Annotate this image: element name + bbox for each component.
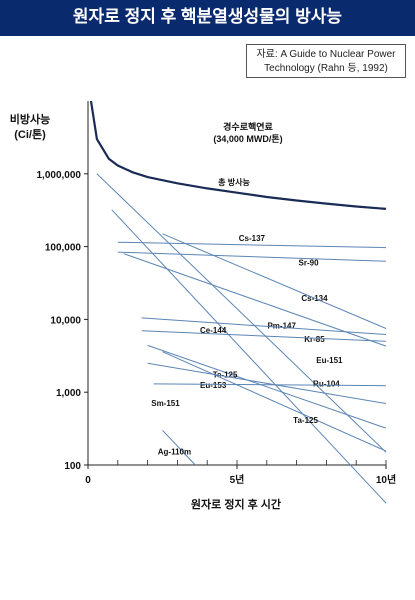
title-bar (0, 0, 415, 36)
series-label-sm-151: Sm-151 (151, 399, 180, 408)
y-axis-label-line-2: (Ci/톤) (14, 128, 46, 141)
source-note: 자료: A Guide to Nuclear Power Technology … (246, 44, 406, 78)
y-tick-label: 100,000 (45, 243, 82, 254)
series-line-total (89, 100, 387, 210)
series-label-cs-137: Cs-137 (239, 234, 266, 243)
series-label-total: 총 방사능 (218, 177, 250, 187)
fuel-label-line-1: 경수로핵연료 (223, 121, 273, 132)
series-label-eu-151: Eu-151 (316, 356, 343, 365)
fuel-label: 경수로핵연료 (34,000 MWD/톤) (213, 121, 282, 144)
series-line-eu-153 (147, 362, 387, 404)
series-label-te-125: Te-125 (213, 370, 238, 379)
series-line-ag-110m (162, 429, 196, 466)
series-line-cs-137 (117, 241, 387, 249)
y-tick-label: 10,000 (50, 315, 81, 326)
series-label-ce-144: Ce-144 (200, 326, 227, 335)
source-note-line-2: Technology (Rahn 등, 1992) (264, 63, 388, 74)
series-label-eu-153: Eu-153 (200, 381, 227, 390)
y-axis-label-line-1: 비방사능 (10, 112, 50, 126)
y-tick-label: 1,000,000 (37, 170, 82, 181)
series-label-kr-85: Kr-85 (304, 335, 325, 344)
series-line-sr-90 (117, 251, 387, 262)
series-line-kr-85 (141, 317, 387, 335)
x-axis-label: 원자로 정지 후 시간 (191, 497, 281, 511)
series-line-eu-151 (141, 330, 387, 342)
series-line-te-125 (147, 344, 387, 429)
y-tick-label: 1,000 (56, 388, 81, 399)
series-line-ce-144 (111, 209, 387, 504)
series-label-ru-104: Ru-104 (313, 379, 340, 388)
series-label-ta-125: Ta-125 (293, 416, 318, 425)
page-title: 원자로 정지 후 핵분열생성물의 방사능 (72, 7, 343, 26)
x-tick-label: 5년 (230, 473, 245, 486)
source-note-line-1: 자료: A Guide to Nuclear Power (256, 49, 396, 60)
series-line-ru-104 (96, 173, 387, 453)
x-tick-label: 0 (85, 475, 91, 486)
series-label-pm-147: Pm-147 (267, 321, 296, 330)
y-tick-label: 100 (64, 461, 81, 472)
series-label-ag-110m: Ag-110m (158, 447, 191, 456)
series-label-sr-90: Sr-90 (299, 259, 320, 268)
x-tick-label: 10년 (376, 473, 396, 486)
series-line-ta-125 (162, 351, 387, 452)
fuel-label-line-2: (34,000 MWD/톤) (213, 134, 282, 144)
series-line-sm-151 (153, 383, 387, 387)
series-line-pm-147 (162, 233, 387, 329)
